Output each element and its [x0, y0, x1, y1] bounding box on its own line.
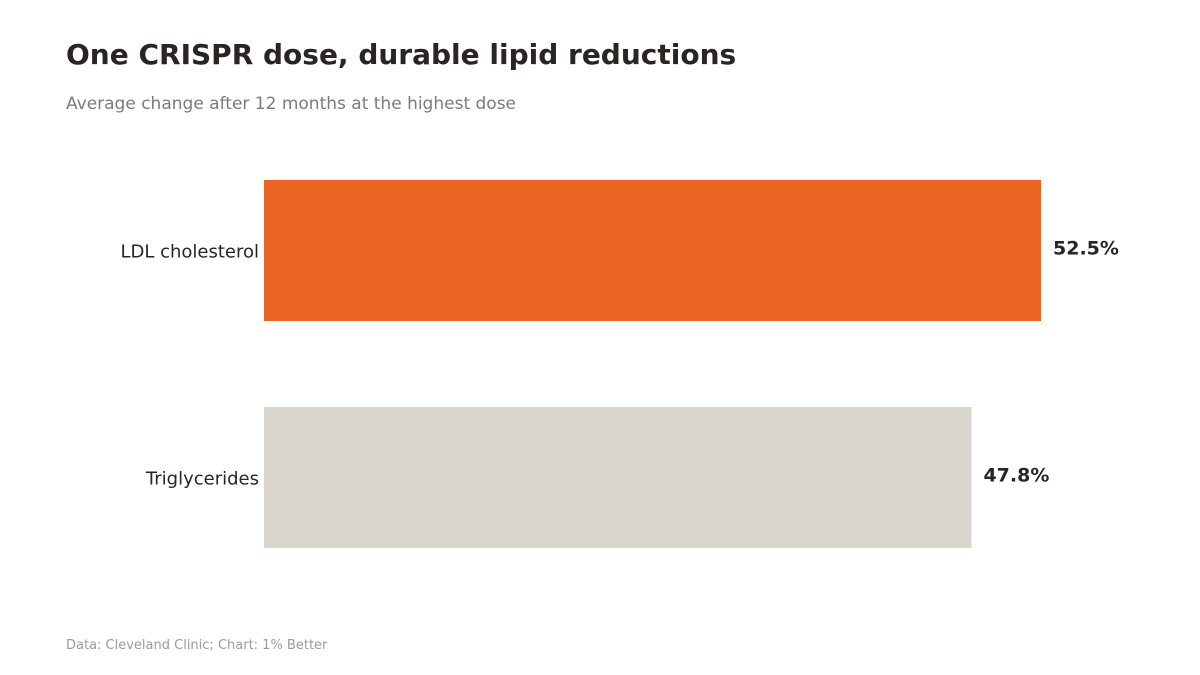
- value-label: 47.8%: [983, 465, 1049, 487]
- category-label: Triglycerides: [145, 469, 259, 490]
- bar-ldl-cholesterol: [264, 180, 1041, 321]
- source-note: Data: Cleveland Clinic; Chart: 1% Better: [66, 638, 328, 653]
- category-label: LDL cholesterol: [120, 242, 259, 263]
- chart-subtitle: Average change after 12 months at the hi…: [66, 94, 517, 114]
- chart-title: One CRISPR dose, durable lipid reduction…: [66, 38, 737, 71]
- bar-triglycerides: [264, 407, 972, 548]
- value-label: 52.5%: [1053, 238, 1119, 260]
